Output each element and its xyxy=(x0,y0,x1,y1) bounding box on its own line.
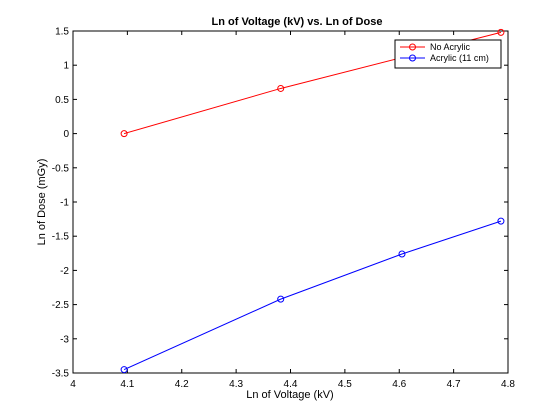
y-tick-label: -2.5 xyxy=(52,300,70,311)
y-tick-label: -0.5 xyxy=(52,163,70,174)
y-tick-label: -2 xyxy=(60,266,69,277)
x-tick-label: 4.4 xyxy=(284,379,298,390)
y-tick-label: 0 xyxy=(63,129,69,140)
x-tick-label: 4 xyxy=(70,379,76,390)
x-tick-label: 4.2 xyxy=(175,379,189,390)
y-tick-label: 0.5 xyxy=(55,95,69,106)
y-tick-label: 1.5 xyxy=(55,27,69,38)
plot-area xyxy=(72,30,509,374)
y-tick-label: -1.5 xyxy=(52,232,70,243)
x-axis-label: Ln of Voltage (kV) xyxy=(246,389,333,401)
legend-box xyxy=(394,39,502,69)
legend-marker-0 xyxy=(409,43,416,51)
data-point xyxy=(120,130,128,138)
x-tick-label: 4.1 xyxy=(120,379,134,390)
data-point xyxy=(120,366,128,374)
legend-label-0: No Acrylic xyxy=(430,42,471,52)
data-point xyxy=(398,250,406,258)
x-tick-label: 4.3 xyxy=(229,379,243,390)
data-point xyxy=(277,84,285,92)
x-tick-label: 4.8 xyxy=(501,379,515,390)
y-tick-label: -3.5 xyxy=(52,369,70,380)
axis-ticks: 4 4.1 4.2 4.3 4.4 4.5 4.6 4.7 4.8 -3.5 -3 -2.5 -2 -1.… xyxy=(52,27,516,391)
legend-marker-1 xyxy=(409,54,416,62)
x-tick-label: 4.6 xyxy=(392,379,406,390)
y-tick-label: -3 xyxy=(60,334,69,345)
data-point xyxy=(277,295,285,303)
y-tick-label: -1 xyxy=(60,198,69,209)
x-tick-label: 4.5 xyxy=(338,379,352,390)
chart-title: Ln of Voltage (kV) vs. Ln of Dose xyxy=(212,16,383,28)
legend-label-1: Acrylic (11 cm) xyxy=(430,53,489,63)
data-point xyxy=(497,217,505,225)
y-axis-label: Ln of Dose (mGy) xyxy=(36,159,48,246)
x-tick-label: 4.7 xyxy=(447,379,461,390)
data-point xyxy=(497,28,505,36)
y-tick-label: 1 xyxy=(63,61,69,72)
series-line-1 xyxy=(123,220,502,371)
